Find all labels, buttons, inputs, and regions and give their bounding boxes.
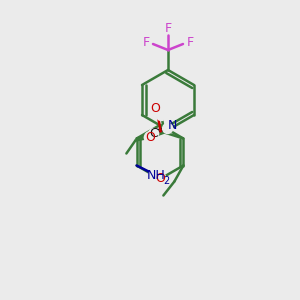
Text: 2: 2 [164,176,170,185]
Text: C: C [149,127,158,140]
Text: O: O [146,131,155,144]
Text: NH: NH [147,169,166,182]
Circle shape [148,128,159,139]
Text: F: F [186,37,194,50]
Text: O: O [150,102,160,115]
Circle shape [156,110,167,121]
Circle shape [154,173,166,185]
Text: F: F [164,22,172,35]
Text: F: F [142,37,150,50]
Text: O: O [155,172,165,185]
Text: N: N [168,119,177,132]
Circle shape [148,167,165,184]
Circle shape [144,131,156,143]
Circle shape [163,124,172,134]
